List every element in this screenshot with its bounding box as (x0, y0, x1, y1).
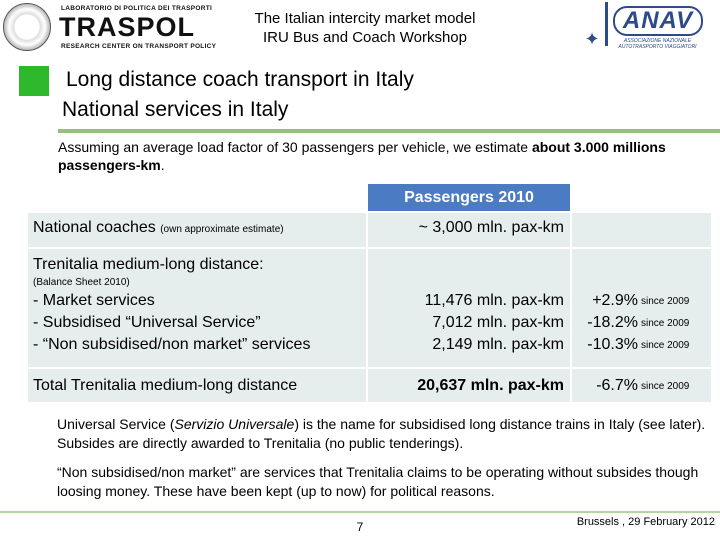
intro-paragraph: Assuming an average load factor of 30 pa… (58, 138, 708, 174)
table-cell (368, 369, 570, 402)
item-value-non-market: 2,149 mln. pax-km (432, 336, 564, 353)
item-label-universal: - Subsidised “Universal Service” (33, 314, 261, 331)
row-label-coaches: National coaches (own approximate estima… (33, 219, 284, 237)
table-cell (28, 213, 366, 247)
traspol-center-name: RESEARCH CENTER ON TRANSPORT POLICY (61, 43, 217, 50)
item-since-market: since 2009 (641, 296, 690, 307)
traspol-wordmark: TRASPOL (59, 12, 196, 42)
intro-end: . (160, 157, 165, 173)
header-title: The Italian intercity market model (254, 10, 476, 27)
table-cell (28, 249, 366, 367)
footer-divider (0, 511, 720, 513)
item-label-market: - Market services (33, 292, 155, 309)
row-label-trenitalia: Trenitalia medium-long distance: (33, 256, 264, 273)
slide-title: Long distance coach transport in Italy (66, 68, 414, 91)
table-header-passengers: Passengers 2010 (368, 184, 570, 211)
title-divider (58, 129, 720, 133)
table-cell (368, 213, 570, 247)
page-number: 7 (356, 520, 364, 534)
item-since-universal: since 2009 (641, 318, 690, 329)
note-non-market: “Non subsidised/non market” are services… (57, 464, 699, 499)
footer-date: Brussels , 29 February 2012 (576, 516, 715, 528)
total-value: 20,637 mln. pax-km (417, 377, 564, 394)
row-label-note: (own approximate estimate) (160, 224, 284, 235)
title-bullet-square (19, 66, 49, 96)
table-cell (572, 369, 711, 402)
table-cell (368, 249, 570, 367)
header-subtitle: IRU Bus and Coach Workshop (263, 29, 467, 46)
slide-subtitle: National services in Italy (62, 98, 289, 121)
university-seal-icon (3, 3, 51, 51)
traspol-lab-name: LABORATORIO DI POLITICA DEI TRASPORTI (61, 5, 213, 12)
note1-text-a: Universal Service ( (57, 416, 175, 432)
anav-description: ASSOCIAZIONE NAZIONALE AUTOTRASPORTO VIA… (618, 38, 697, 50)
note1-italic: Servizio Universale (174, 416, 295, 432)
item-value-market: 11,476 mln. pax-km (424, 292, 564, 309)
row-value-coaches: ~ 3,000 mln. pax-km (418, 219, 564, 236)
anav-wordmark: ANAV (613, 6, 703, 36)
table-cell (572, 213, 711, 247)
total-since: since 2009 (641, 381, 690, 392)
item-change-market: +2.9% (592, 292, 638, 309)
row-note-trenitalia: (Balance Sheet 2010) (33, 277, 130, 288)
item-value-universal: 7,012 mln. pax-km (432, 314, 564, 331)
logo-divider (605, 2, 608, 46)
total-change: -6.7% (596, 377, 638, 394)
total-label: Total Trenitalia medium-long distance (33, 377, 298, 394)
item-label-non-market: - “Non subsidised/non market” services (33, 336, 311, 353)
item-change-non-market: -10.3% (587, 336, 638, 353)
intro-highlight: about 3.000 millions passengers-km (58, 139, 666, 173)
traspol-logo: LABORATORIO DI POLITICA DEI TRASPORTI TR… (3, 3, 216, 53)
note1-text-b: ) is the name for subsidised long distan… (57, 416, 706, 451)
anav-logo: ✦ ANAV ASSOCIAZIONE NAZIONALE AUTOTRASPO… (580, 0, 720, 55)
note-universal-service: Universal Service (Servizio Universale) … (57, 415, 707, 453)
intro-text: Assuming an average load factor of 30 pa… (58, 139, 532, 155)
row-label-text: National coaches (33, 219, 156, 236)
star-emblem-icon: ✦ (584, 29, 600, 49)
item-change-universal: -18.2% (587, 314, 638, 331)
table-cell (28, 369, 366, 402)
table-cell (572, 249, 711, 367)
item-since-non-market: since 2009 (641, 340, 690, 351)
